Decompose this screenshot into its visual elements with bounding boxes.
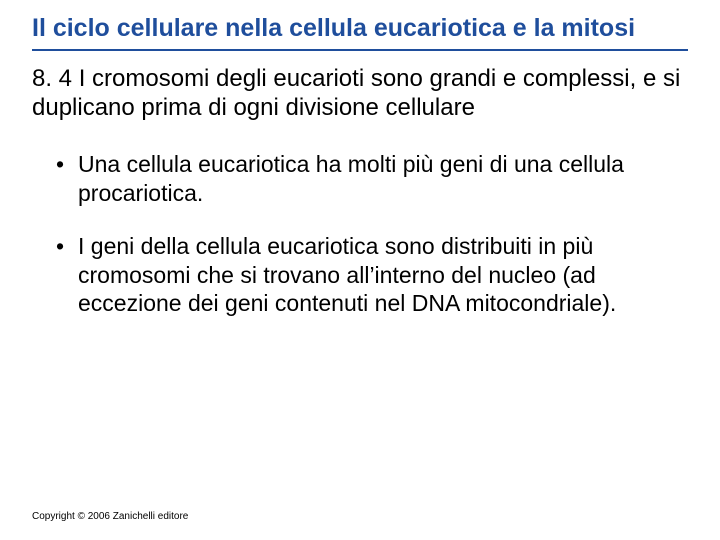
slide-title: Il ciclo cellulare nella cellula eucario… <box>32 14 688 51</box>
slide-subtitle: 8. 4 I cromosomi degli eucarioti sono gr… <box>32 65 688 123</box>
list-item: I geni della cellula eucariotica sono di… <box>56 232 688 318</box>
list-item: Una cellula eucariotica ha molti più gen… <box>56 150 688 208</box>
copyright-text: Copyright © 2006 Zanichelli editore <box>32 511 188 522</box>
slide-container: Il ciclo cellulare nella cellula eucario… <box>0 0 720 540</box>
bullet-list: Una cellula eucariotica ha molti più gen… <box>32 150 688 318</box>
